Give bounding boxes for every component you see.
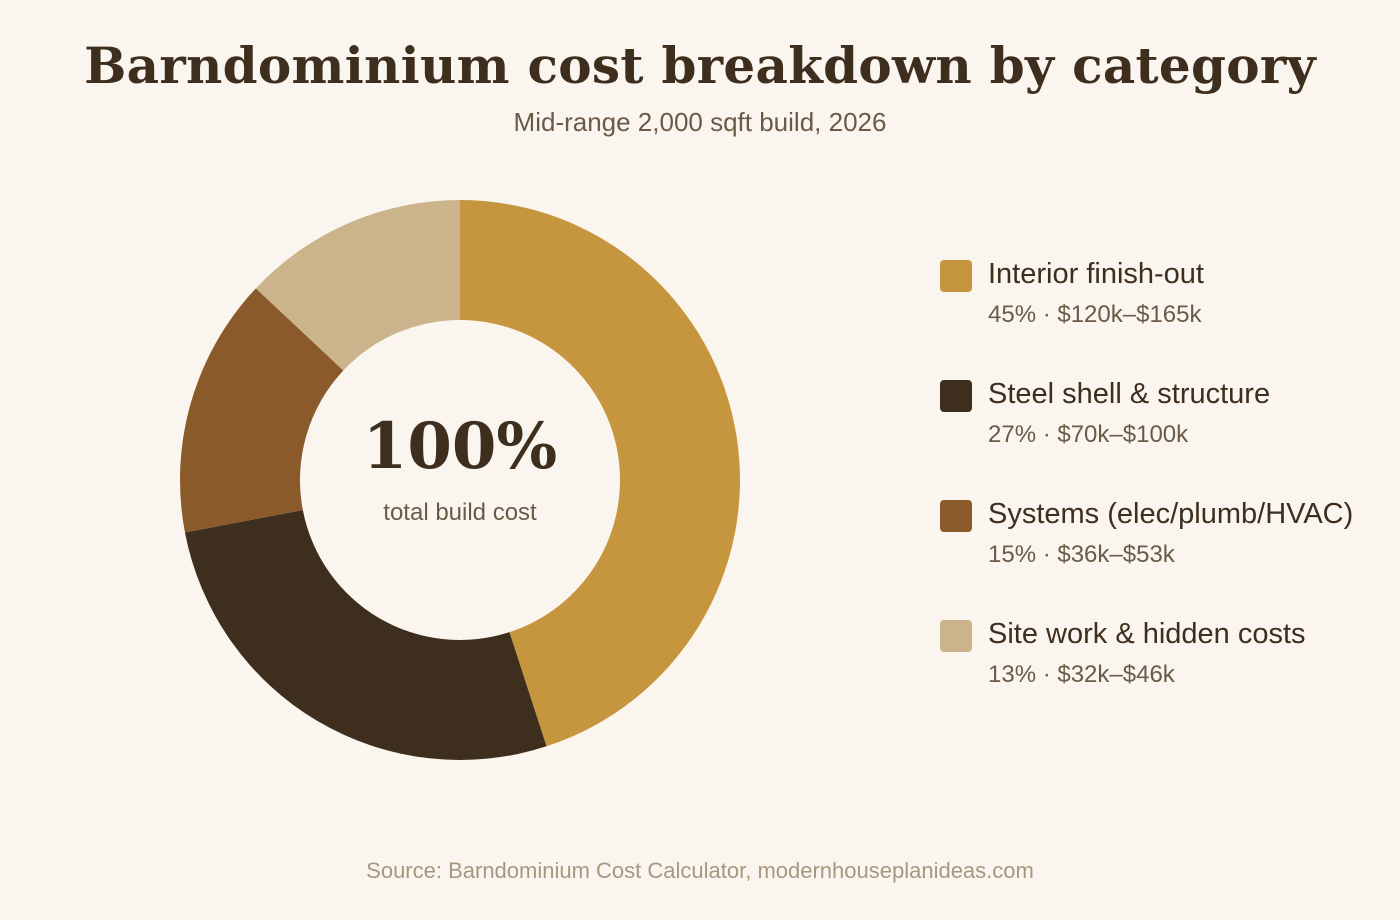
legend-swatch <box>940 260 972 292</box>
legend-swatch <box>940 380 972 412</box>
donut-chart: 100% total build cost <box>180 200 741 761</box>
legend-swatch <box>940 620 972 652</box>
legend-detail: 27% · $70k–$100k <box>988 421 1189 448</box>
donut-slice-systems-elec-plumb-hvac <box>180 288 344 533</box>
legend-detail: 15% · $36k–$53k <box>988 541 1175 568</box>
legend-detail: 13% · $32k–$46k <box>988 661 1175 688</box>
donut-slice-steel-shell-structure <box>184 509 547 761</box>
legend-detail: 45% · $120k–$165k <box>988 301 1202 328</box>
chart-title: Barndominium cost breakdown by category <box>84 36 1316 95</box>
center-total-label: total build cost <box>383 499 537 526</box>
legend-item-site-work: Site work & hidden costs 13% · $32k–$46k <box>940 618 1390 738</box>
legend-label: Site work & hidden costs <box>988 618 1306 650</box>
donut-slice-site-work-hidden-costs <box>255 200 460 371</box>
legend-item-steel-shell: Steel shell & structure 27% · $70k–$100k <box>940 378 1390 498</box>
chart-subtitle: Mid-range 2,000 sqft build, 2026 <box>513 107 887 137</box>
legend-swatch <box>940 500 972 532</box>
donut-slice-interior-finish-out <box>460 200 741 747</box>
legend: Interior finish-out 45% · $120k–$165k St… <box>940 258 1390 738</box>
legend-label: Systems (elec/plumb/HVAC) <box>988 498 1354 530</box>
donut-slices <box>180 200 741 761</box>
source-note: Source: Barndominium Cost Calculator, mo… <box>366 858 1034 883</box>
legend-label: Steel shell & structure <box>988 378 1271 410</box>
legend-item-interior-finish-out: Interior finish-out 45% · $120k–$165k <box>940 258 1390 378</box>
center-total-value: 100% <box>363 409 557 484</box>
legend-item-systems: Systems (elec/plumb/HVAC) 15% · $36k–$53… <box>940 498 1390 618</box>
legend-label: Interior finish-out <box>988 258 1204 290</box>
